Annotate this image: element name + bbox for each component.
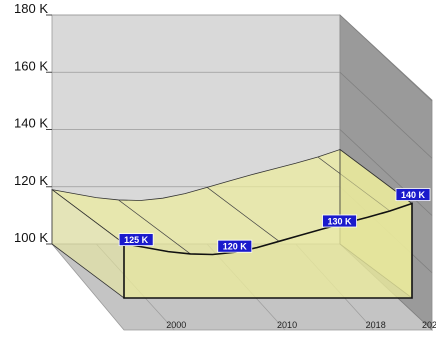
x-tick-label: 202 — [422, 320, 436, 330]
data-label-box — [322, 214, 357, 228]
y-tick-label: 120 K — [14, 173, 48, 188]
y-tick-label: 140 K — [14, 116, 48, 131]
x-tick-label: 2000 — [166, 320, 186, 330]
data-labels: 125 K 120 K 130 K 140 K — [118, 188, 431, 253]
x-axis-ticks: 2000 2010 2018 202 — [166, 320, 436, 330]
data-label: 120 K — [223, 242, 248, 252]
area-surface-line — [118, 199, 191, 255]
y-tick-label: 100 K — [14, 230, 48, 245]
y-axis-ticks: 100 K 120 K 140 K 160 K 180 K — [14, 1, 52, 245]
grid-line-side — [339, 129, 433, 216]
y-tick-label: 160 K — [14, 58, 48, 73]
data-label: 130 K — [328, 216, 353, 226]
x-tick-label: 2018 — [366, 320, 386, 330]
grid-line-side — [339, 71, 433, 159]
area-surface-line — [206, 187, 280, 242]
data-label-box — [395, 188, 431, 201]
x-tick-label: 2010 — [277, 320, 297, 330]
data-label-box — [217, 239, 253, 253]
grid-line-side — [339, 14, 433, 102]
data-label: 140 K — [401, 190, 426, 200]
data-label: 125 K — [124, 235, 149, 245]
y-tick-label: 180 K — [14, 1, 48, 16]
data-label-box — [118, 233, 154, 247]
